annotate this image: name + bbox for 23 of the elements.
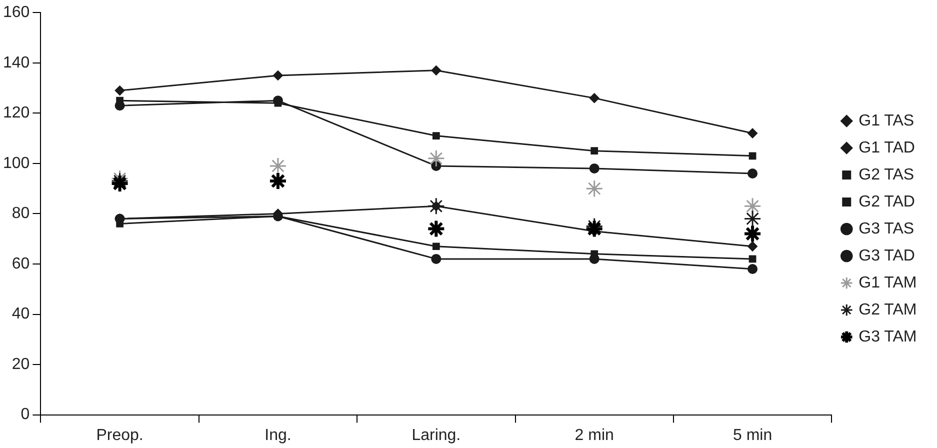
legend-label: G1 TAM bbox=[858, 274, 917, 292]
y-tick-label: 0 bbox=[20, 406, 30, 424]
legend-label: G3 TAS bbox=[858, 220, 914, 238]
y-tick-label: 140 bbox=[2, 54, 30, 72]
legend-label: G1 TAD bbox=[858, 139, 915, 156]
x-tick-label: 2 min bbox=[574, 426, 614, 444]
y-tick-label: 80 bbox=[12, 205, 30, 222]
legend-label: G3 TAD bbox=[858, 247, 915, 264]
x-tick-label: Ing. bbox=[264, 426, 292, 444]
y-tick-label: 20 bbox=[12, 356, 30, 373]
x-tick-label: Preop. bbox=[96, 426, 144, 444]
y-tick-label: 60 bbox=[12, 255, 30, 272]
x-tick-label: Laring. bbox=[412, 426, 461, 444]
y-tick-label: 120 bbox=[2, 104, 30, 122]
legend-label: G3 TAM bbox=[858, 328, 917, 346]
legend-label: G2 TAM bbox=[858, 301, 917, 318]
legend-label: G1 TAS bbox=[858, 112, 914, 130]
y-tick-label: 160 bbox=[2, 4, 30, 22]
y-tick-label: 100 bbox=[2, 154, 30, 172]
x-tick-label: 5 min bbox=[732, 426, 772, 444]
legend-label: G2 TAS bbox=[858, 166, 914, 184]
y-tick-label: 40 bbox=[12, 306, 30, 323]
legend-label: G2 TAD bbox=[858, 193, 915, 210]
